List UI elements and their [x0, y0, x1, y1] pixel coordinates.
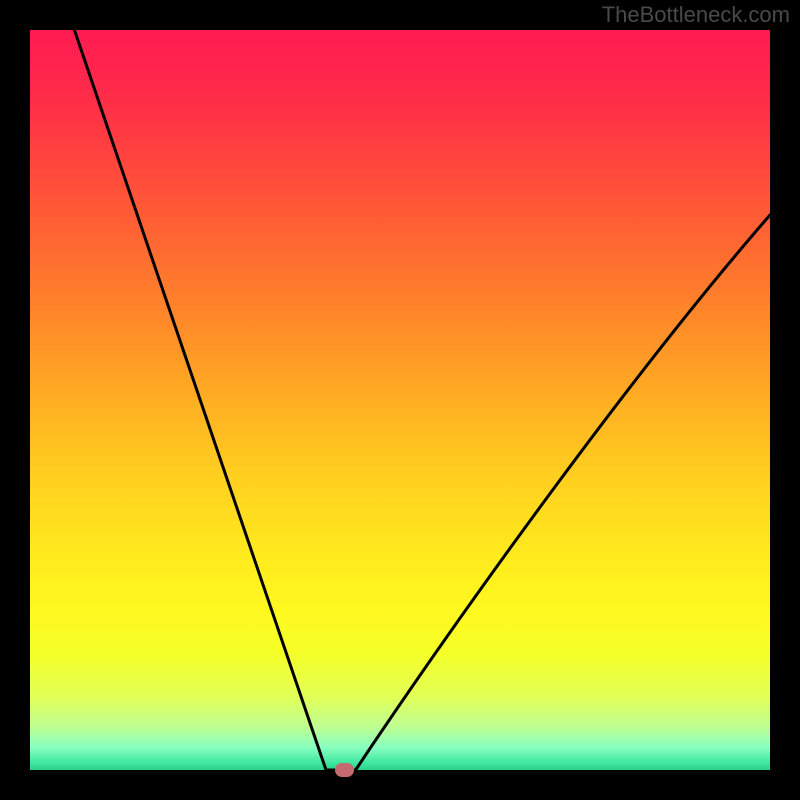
optimal-marker [335, 763, 354, 777]
watermark-text: TheBottleneck.com [602, 2, 790, 28]
bottleneck-chart [0, 0, 800, 800]
plot-area [30, 30, 770, 770]
